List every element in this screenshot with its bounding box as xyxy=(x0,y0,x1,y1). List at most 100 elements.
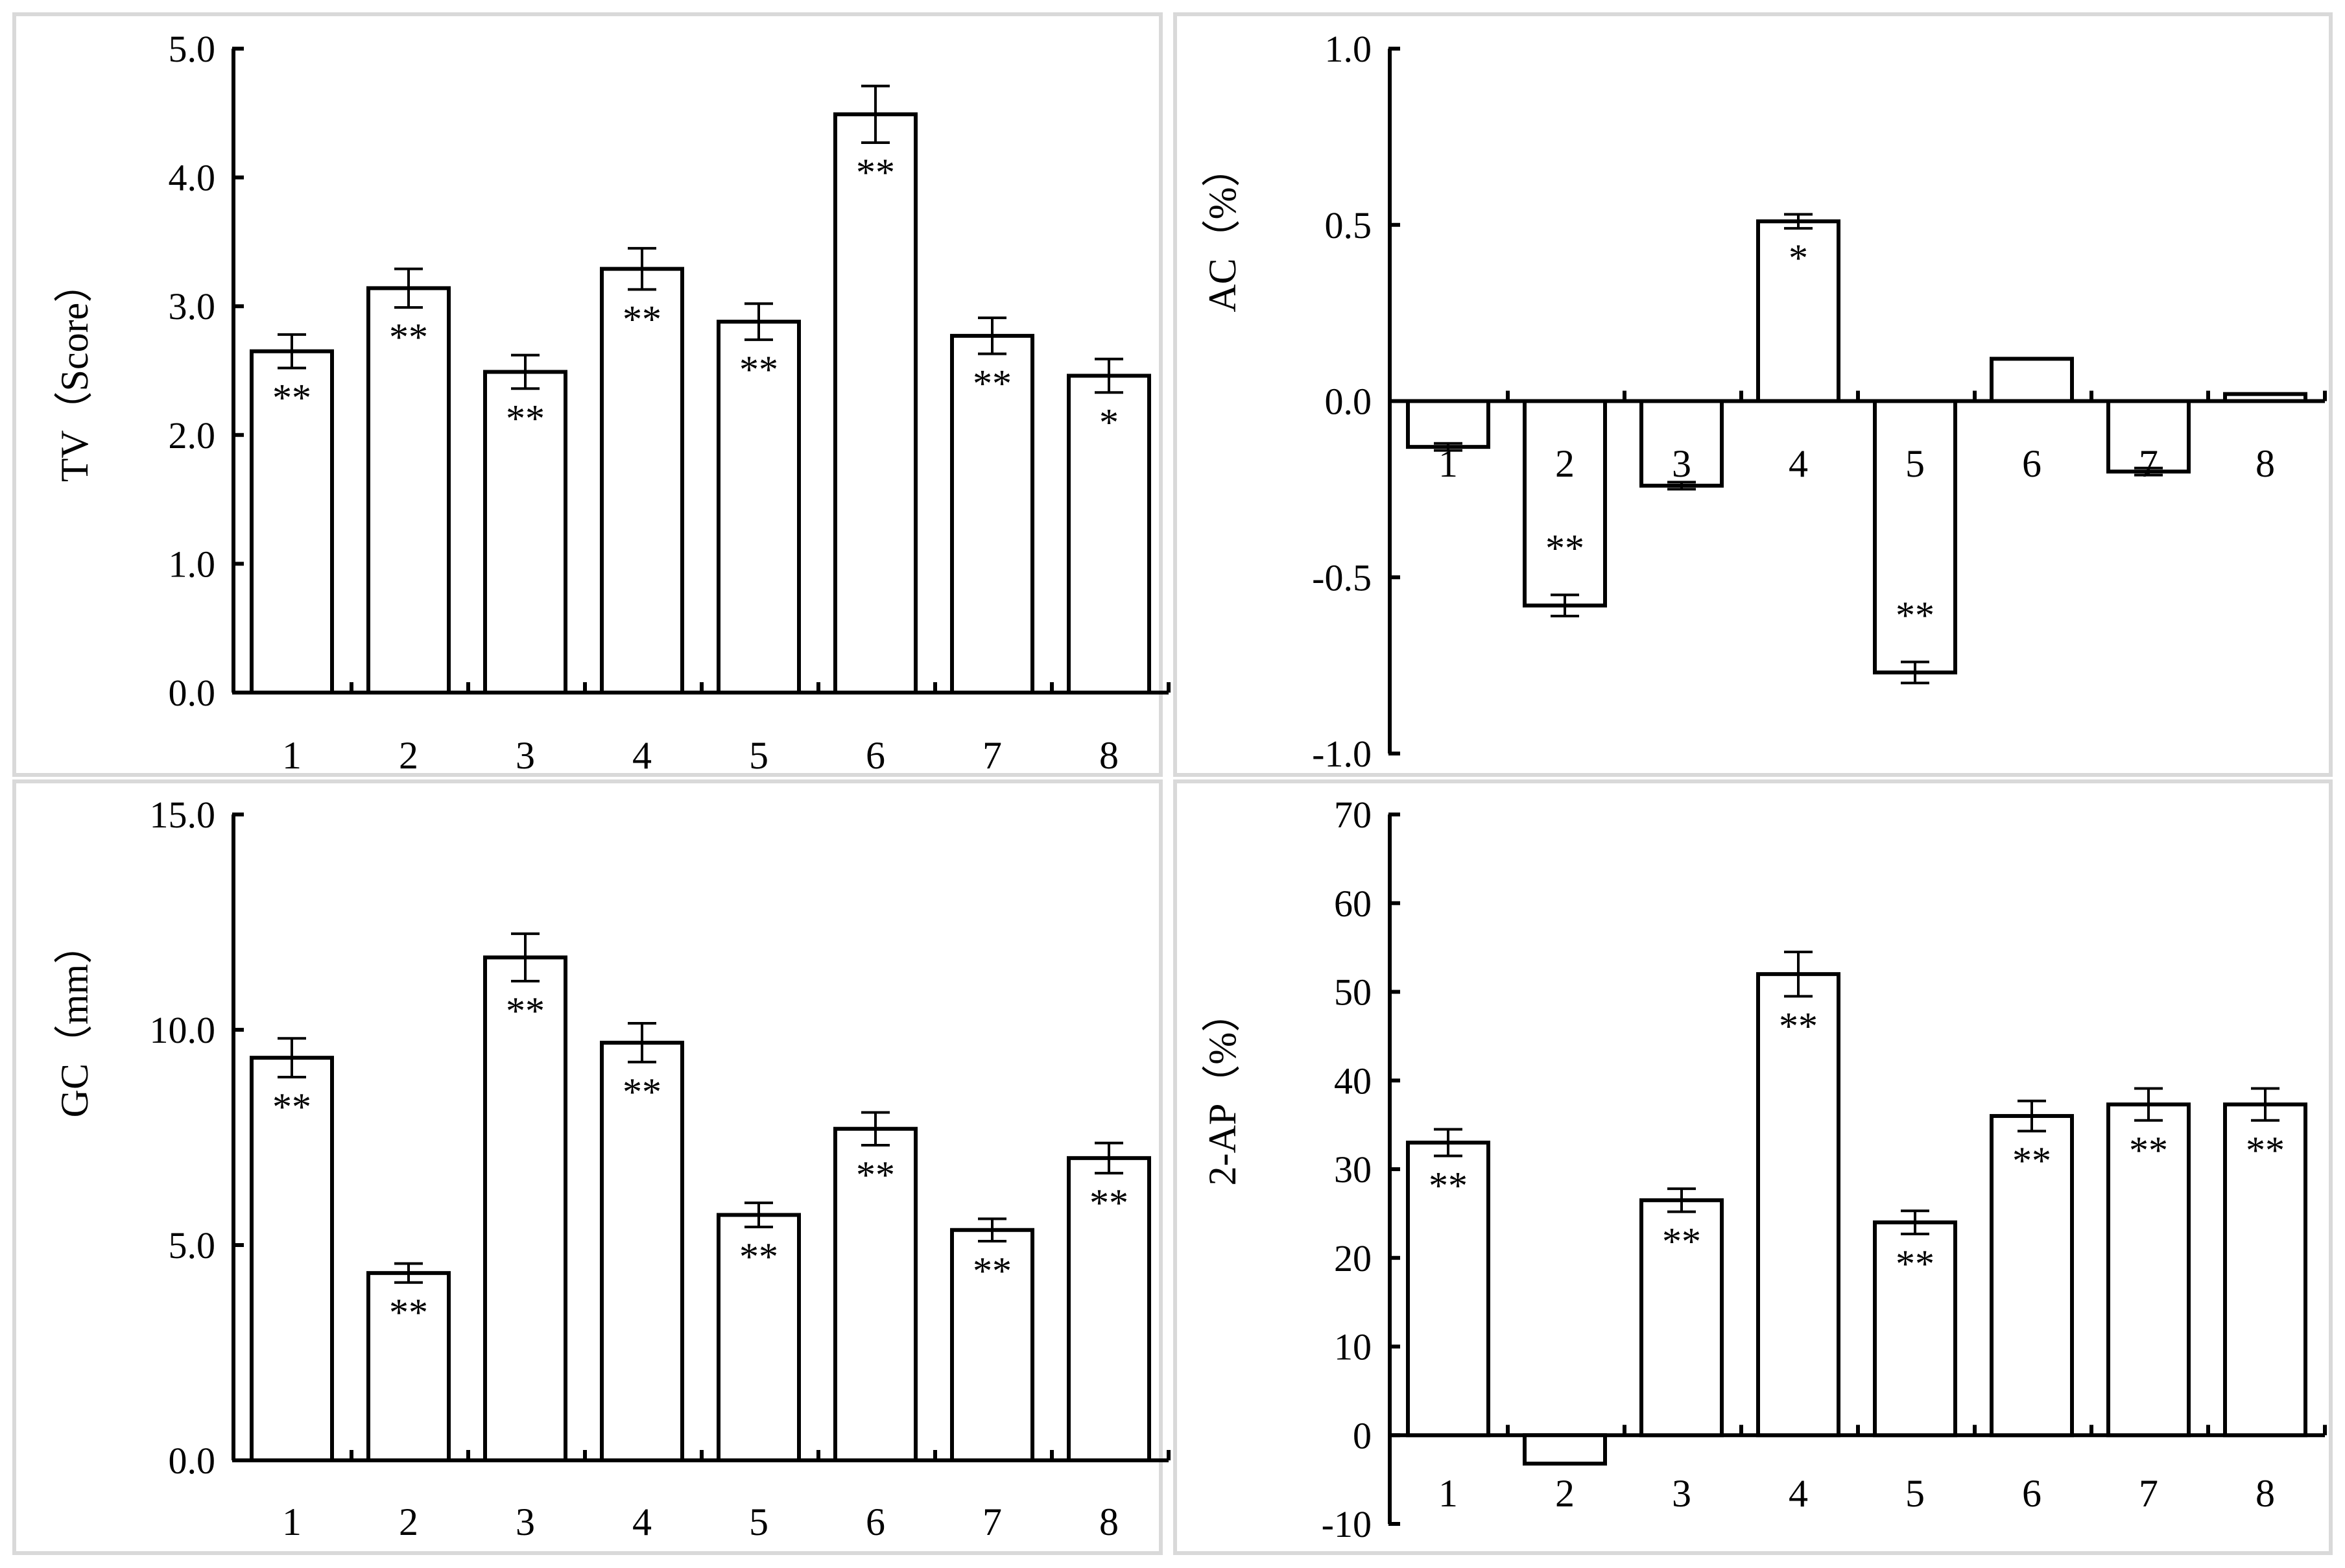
x-tick-label: 1 xyxy=(282,734,302,777)
bar-8 xyxy=(2223,392,2307,403)
y-axis-label: GC（mm） xyxy=(53,925,96,1118)
x-tick-label: 3 xyxy=(1672,1472,1691,1515)
x-tick-label: 5 xyxy=(1905,1472,1925,1515)
significance-label: ** xyxy=(506,397,545,440)
y-tick-label: 0.0 xyxy=(169,1440,216,1482)
y-tick-label: 0.0 xyxy=(1325,381,1372,423)
significance-label: ** xyxy=(1089,1182,1128,1224)
y-tick-label: 40 xyxy=(1334,1060,1372,1102)
y-tick-label: 4.0 xyxy=(169,157,216,199)
bar-4 xyxy=(600,1040,684,1463)
x-tick-label: 1 xyxy=(1438,442,1458,485)
x-tick-label: 7 xyxy=(982,1501,1002,1543)
significance-label: ** xyxy=(973,1250,1012,1292)
bar-8 xyxy=(2223,1102,2307,1438)
x-tick-label: 2 xyxy=(399,1501,418,1543)
x-tick-label: 3 xyxy=(516,734,535,777)
significance-label: ** xyxy=(389,316,428,359)
significance-label: ** xyxy=(1662,1220,1701,1263)
significance-label: ** xyxy=(739,1235,778,1278)
y-tick-label: 20 xyxy=(1334,1237,1372,1279)
x-tick-label: 4 xyxy=(632,1501,652,1543)
significance-label: ** xyxy=(272,377,311,420)
y-tick-label: 50 xyxy=(1334,971,1372,1014)
x-tick-label: 2 xyxy=(1555,442,1575,485)
significance-label: ** xyxy=(2246,1129,2285,1172)
x-tick-label: 8 xyxy=(2256,1472,2275,1515)
significance-label: ** xyxy=(1545,527,1584,570)
significance-label: * xyxy=(1099,401,1119,444)
significance-label: ** xyxy=(623,298,661,340)
bar-4 xyxy=(1756,219,1840,403)
y-tick-label: 30 xyxy=(1334,1148,1372,1191)
y-tick-label: 15.0 xyxy=(150,794,216,836)
bar-4 xyxy=(600,267,684,695)
panel-tv: 0.0 1.0 2.0 3.0 4.0 5.0 TV（Score） ** 1 ** 2 ** 3 ** 4 *… xyxy=(12,12,1171,777)
panel-frame xyxy=(12,12,1163,777)
x-tick-label: 5 xyxy=(1905,442,1925,485)
bar-6 xyxy=(833,112,918,695)
y-axis-label: AC（%） xyxy=(1201,148,1244,312)
x-tick-label: 7 xyxy=(982,734,1002,777)
bar-7 xyxy=(950,333,1034,695)
significance-label: ** xyxy=(389,1291,428,1334)
y-axis-label: 2-AP（%） xyxy=(1201,993,1244,1186)
x-tick-label: 6 xyxy=(866,1501,885,1543)
significance-label: ** xyxy=(1896,1242,1934,1285)
bar-5 xyxy=(1873,399,1957,674)
x-tick-label: 1 xyxy=(1438,1472,1458,1515)
x-tick-label: 4 xyxy=(632,734,652,777)
bar-3 xyxy=(483,955,567,1462)
panel-frame xyxy=(1173,779,2333,1555)
x-tick-label: 6 xyxy=(2022,1472,2041,1515)
panel-frame xyxy=(1173,12,2333,777)
y-tick-label: 3.0 xyxy=(169,285,216,327)
x-tick-label: 5 xyxy=(749,734,768,777)
panel-ap: -10 0 10 20 30 40 50 60 70 2-AP（%） ** 1 2 ** 3 ** 4 ** 5 **… xyxy=(1173,779,2333,1555)
x-tick-label: 6 xyxy=(866,734,885,777)
significance-label: ** xyxy=(2012,1139,2051,1182)
significance-label: ** xyxy=(1429,1164,1468,1207)
y-tick-label: 10 xyxy=(1334,1326,1372,1368)
x-tick-label: 4 xyxy=(1789,1472,1808,1515)
bar-2 xyxy=(1523,1433,1607,1466)
significance-label: ** xyxy=(1896,594,1934,637)
x-tick-label: 4 xyxy=(1789,442,1808,485)
y-tick-label: 0.5 xyxy=(1325,204,1372,246)
bar-5 xyxy=(1873,1220,1957,1438)
x-tick-label: 2 xyxy=(1555,1472,1575,1515)
y-tick-label: 1.0 xyxy=(1325,28,1372,70)
bar-1 xyxy=(250,349,334,695)
bar-3 xyxy=(483,370,567,695)
significance-label: ** xyxy=(739,348,778,391)
y-axis-label: TV（Score） xyxy=(53,264,96,482)
y-tick-label: 0 xyxy=(1353,1414,1372,1456)
y-tick-label: 60 xyxy=(1334,883,1372,925)
bar-2 xyxy=(366,286,451,695)
significance-label: ** xyxy=(272,1086,311,1128)
x-tick-label: 8 xyxy=(1099,1501,1119,1543)
y-tick-label: 5.0 xyxy=(169,28,216,70)
significance-label: ** xyxy=(856,1154,895,1196)
x-tick-label: 8 xyxy=(1099,734,1119,777)
bar-6 xyxy=(1990,357,2074,403)
y-tick-label: 10.0 xyxy=(150,1009,216,1051)
bar-4 xyxy=(1756,972,1840,1438)
panel-frame xyxy=(12,779,1163,1555)
significance-label: ** xyxy=(1779,1004,1818,1047)
y-tick-label: -0.5 xyxy=(1312,556,1372,599)
bar-2 xyxy=(1523,399,1607,608)
y-tick-label: -10 xyxy=(1322,1503,1372,1545)
panel-gc: 0.0 5.0 10.0 15.0 GC（mm） ** 1 ** 2 ** 3 ** 4 ** 5 ** 6 **… xyxy=(12,779,1171,1555)
bar-7 xyxy=(2106,399,2191,474)
bar-5 xyxy=(717,1213,801,1463)
y-tick-label: 70 xyxy=(1334,794,1372,836)
bar-8 xyxy=(1067,1156,1151,1462)
y-tick-label: 1.0 xyxy=(169,543,216,585)
x-tick-label: 7 xyxy=(2139,442,2158,485)
significance-label: ** xyxy=(623,1071,661,1113)
significance-label: ** xyxy=(973,362,1012,405)
x-tick-label: 8 xyxy=(2256,442,2275,485)
